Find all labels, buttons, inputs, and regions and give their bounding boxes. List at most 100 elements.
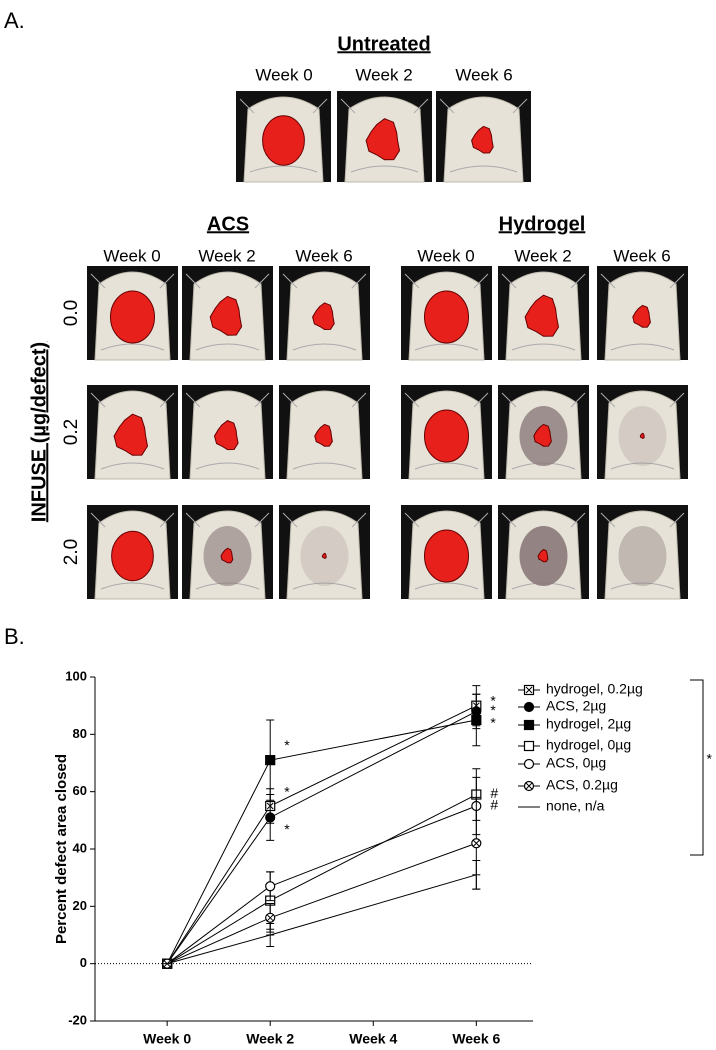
skull-detail: [90, 273, 175, 351]
significance-mark: #: [490, 785, 498, 801]
y-tick-label: -20: [68, 1012, 87, 1027]
row-label: 0.2: [61, 419, 82, 445]
skull-image: [87, 385, 178, 480]
marker: [265, 812, 276, 823]
marker-cross: [472, 839, 480, 847]
bracket-label: *: [707, 751, 713, 767]
week-label: Week 6: [295, 246, 352, 265]
significance-mark: *: [490, 702, 496, 718]
legend-marker: [523, 701, 535, 713]
legend-marker: [523, 719, 535, 731]
skull-image: [597, 266, 688, 361]
series-line: [166, 705, 477, 964]
skull-image: [498, 266, 589, 361]
row-axis-label: INFUSE (µg/defect): [28, 342, 50, 522]
week-label: Week 6: [613, 246, 670, 265]
skull-image: [597, 505, 688, 600]
week-label: Week 2: [514, 246, 571, 265]
skull-detail: [282, 512, 367, 590]
skull-image: [182, 385, 273, 480]
row-label: 2.0: [61, 539, 82, 565]
legend-label: hydrogel, 0µg: [546, 737, 631, 753]
y-tick-label: 0: [80, 955, 87, 970]
group-title: Hydrogel: [499, 213, 586, 235]
defect: [524, 294, 560, 337]
defect: [537, 549, 549, 563]
defect: [209, 295, 243, 336]
defect: [113, 413, 149, 456]
skull-detail: [90, 392, 175, 470]
legend-label: none, n/a: [546, 798, 605, 814]
skull-detail: [404, 392, 489, 470]
significance-mark: *: [284, 784, 290, 800]
skull-image: [87, 266, 178, 361]
defect: [314, 423, 333, 447]
series-line: [166, 710, 477, 964]
skull-image: [401, 505, 492, 600]
skull-detail: [185, 273, 270, 351]
defect: [365, 118, 401, 161]
defect: [639, 432, 645, 439]
skull-image: [401, 385, 492, 480]
skull-image: [182, 505, 273, 600]
week-label: Week 0: [255, 65, 312, 84]
y-tick-label: 40: [73, 840, 87, 855]
legend-label: ACS, 0.2µg: [546, 777, 618, 793]
x-tick-label: Week 2: [246, 1031, 294, 1047]
defect: [262, 115, 305, 166]
series-line: [166, 842, 477, 965]
group-title: Untreated: [337, 33, 430, 55]
defect: [213, 420, 239, 451]
skull-image: [279, 266, 370, 361]
significance-mark: *: [490, 715, 496, 731]
skull-image: [279, 385, 370, 480]
marker: [265, 881, 276, 892]
significance-mark: *: [284, 737, 290, 753]
skull-detail: [600, 273, 685, 351]
skull-detail: [600, 392, 685, 470]
defect: [424, 290, 469, 344]
series-line: [167, 874, 477, 965]
defect: [533, 423, 552, 447]
week-label: Week 0: [417, 246, 474, 265]
y-tick-label: 20: [73, 898, 87, 913]
skull-detail: [404, 512, 489, 590]
marker: [471, 714, 482, 726]
y-tick-label: 80: [73, 726, 87, 741]
skull-detail: [282, 392, 367, 470]
x-tick-label: Week 4: [349, 1031, 397, 1047]
skull-detail: [404, 273, 489, 351]
y-axis-label: Percent defect area closed: [53, 754, 70, 944]
significance-mark: #: [490, 797, 498, 813]
week-label: Week 6: [455, 65, 512, 84]
defect: [471, 125, 494, 154]
marker-cross: [525, 782, 533, 790]
defect: [424, 409, 469, 463]
significance-mark: *: [490, 692, 496, 708]
healing-tissue: [618, 526, 667, 586]
skull-image: [182, 266, 273, 361]
series-line: [166, 805, 477, 965]
defect: [424, 529, 469, 583]
defect: [220, 547, 234, 564]
skull-image: [279, 505, 370, 600]
panel-label: A.: [4, 8, 25, 33]
week-label: Week 0: [103, 246, 160, 265]
bracket: [690, 679, 704, 856]
skull-detail: [439, 98, 528, 173]
series-line: [166, 719, 477, 964]
y-tick-label: 100: [65, 668, 87, 683]
y-tick-label: 60: [73, 783, 87, 798]
legend-marker: [523, 740, 535, 752]
defect: [110, 290, 155, 344]
skull-detail: [501, 273, 586, 351]
legend-label: ACS, 0µg: [546, 755, 606, 771]
skull-detail: [239, 98, 328, 173]
legend-label: hydrogel, 0.2µg: [546, 681, 643, 697]
series-line: [166, 794, 477, 965]
group-title: ACS: [207, 213, 249, 235]
defect: [632, 304, 651, 328]
skull-image: [498, 385, 589, 480]
marker-cross: [266, 914, 274, 922]
